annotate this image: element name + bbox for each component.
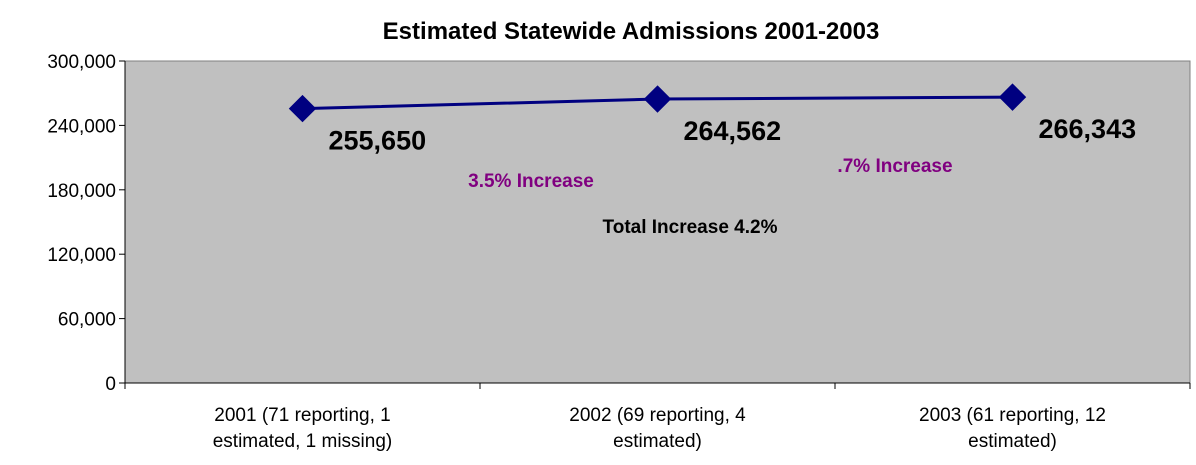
x-tick-label-line: 2001 (71 reporting, 1: [214, 405, 390, 426]
y-tick-label: 300,000: [47, 52, 116, 73]
data-label: 255,650: [329, 126, 427, 156]
x-tick-label-line: estimated, 1 missing): [213, 431, 393, 452]
data-label: 266,343: [1039, 114, 1137, 144]
annotation-text: Total Increase 4.2%: [603, 217, 778, 238]
series-markers: [288, 83, 1027, 123]
y-axis-ticks: 0 60,000 120,000 180,000 240,000 300,000: [47, 52, 125, 395]
x-tick-label: 2001 (71 reporting, 1 estimated, 1 missin…: [213, 405, 393, 452]
x-tick-label-line: 2003 (61 reporting, 12: [919, 405, 1106, 426]
data-labels: 255,650 264,562 266,343: [329, 114, 1137, 155]
y-tick-label: 240,000: [47, 116, 116, 137]
x-axis-ticks: 2001 (71 reporting, 1 estimated, 1 missin…: [124, 383, 1191, 452]
annotations: 3.5% Increase .7% Increase Total Increase …: [468, 156, 952, 238]
x-tick-label: 2002 (69 reporting, 4 estimated): [569, 405, 746, 452]
annotation-text: .7% Increase: [837, 156, 952, 177]
y-tick-label: 180,000: [47, 181, 116, 202]
data-point-marker: [288, 94, 317, 123]
x-tick-label-line: estimated): [613, 431, 702, 452]
x-tick-label: 2003 (61 reporting, 12 estimated): [919, 405, 1106, 452]
data-label: 264,562: [684, 116, 782, 146]
data-point-marker: [998, 83, 1027, 111]
chart-title: Estimated Statewide Admissions 2001-2003: [383, 18, 880, 45]
annotation-text: 3.5% Increase: [468, 171, 594, 192]
x-tick-label-line: 2002 (69 reporting, 4: [569, 405, 746, 426]
y-tick-label: 120,000: [47, 245, 116, 266]
y-tick-label: 0: [105, 374, 116, 395]
axes: [124, 61, 1190, 384]
y-tick-label: 60,000: [58, 310, 116, 331]
data-point-marker: [643, 85, 672, 113]
x-tick-label-line: estimated): [968, 431, 1057, 452]
